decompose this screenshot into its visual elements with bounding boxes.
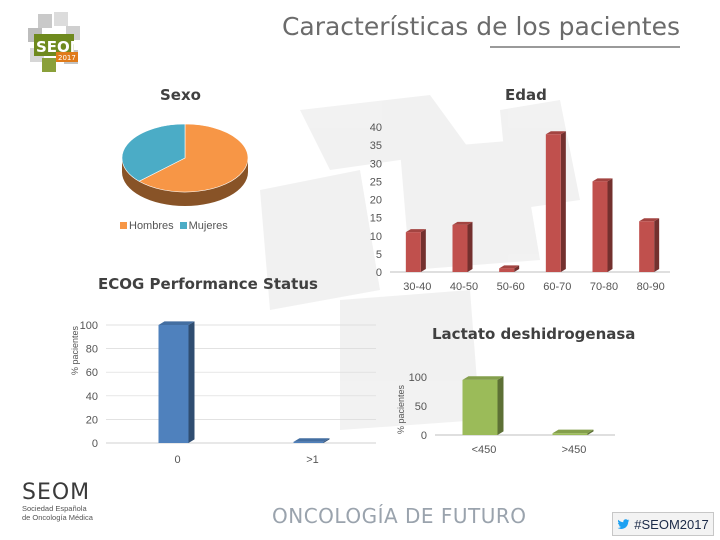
bar-side xyxy=(420,229,426,272)
title-underline xyxy=(490,46,680,48)
bar-0 xyxy=(158,325,189,443)
bar-40-50 xyxy=(452,224,468,272)
y-tick-label: 0 xyxy=(92,438,98,450)
chart-title-sexo: Sexo xyxy=(160,86,201,104)
seom-footer-subtitle-line2: de Oncología Médica xyxy=(22,513,93,522)
y-tick-label: 100 xyxy=(409,372,427,384)
footer-tagline: ONCOLOGÍA DE FUTURO xyxy=(272,504,527,528)
x-tick-label: >450 xyxy=(562,444,587,456)
bar-60-70 xyxy=(545,134,561,272)
legend-item-mujeres: Mujeres xyxy=(179,220,228,232)
bar-chart-ecog: 0 20 40 60 80 100 0 >1 xyxy=(80,320,376,465)
bar-top xyxy=(293,438,330,442)
y-tick-label: 35 xyxy=(370,140,382,152)
x-tick-label: >1 xyxy=(306,454,319,465)
bar->1 xyxy=(293,441,324,443)
bar-top xyxy=(499,265,520,269)
bar-side xyxy=(514,265,520,272)
bar-top xyxy=(639,218,660,222)
y-tick-label: 40 xyxy=(86,391,98,403)
bar-side xyxy=(607,178,613,272)
y-tick-label: 60 xyxy=(86,367,98,379)
pie-chart-sexo xyxy=(121,123,249,206)
x-tick-label: 30-40 xyxy=(403,281,431,293)
x-tick-label: 0 xyxy=(174,454,180,465)
x-tick-label: 60-70 xyxy=(543,281,571,293)
y-tick-label: 5 xyxy=(376,249,382,261)
y-tick-label: 0 xyxy=(421,430,427,442)
y-tick-label: 100 xyxy=(80,320,98,332)
bar-30-40 xyxy=(405,232,421,272)
bar-50-60 xyxy=(499,268,515,272)
y-tick-label: 80 xyxy=(86,344,98,356)
y-tick-label: 50 xyxy=(415,401,427,413)
page-title: Características de los pacientes xyxy=(281,12,680,41)
chart-title-edad: Edad xyxy=(505,86,547,104)
bar-side xyxy=(587,429,594,435)
y-tick-label: 25 xyxy=(370,176,382,188)
legend-swatch-mujeres xyxy=(179,222,187,229)
seom-footer-subtitle-line1: Sociedad Española xyxy=(22,504,87,513)
hashtag-text: #SEOM2017 xyxy=(634,516,709,532)
seom-footer-logo: SEOM xyxy=(22,480,91,505)
bar-side xyxy=(497,376,504,435)
bar-side xyxy=(654,218,660,272)
seom-footer-subtitle: Sociedad Española de Oncología Médica xyxy=(22,504,122,522)
bar-top xyxy=(405,229,426,233)
hashtag-badge: #SEOM2017 xyxy=(612,512,714,536)
bar-top xyxy=(552,429,594,434)
bar-top xyxy=(158,321,195,325)
x-tick-label: 70-80 xyxy=(590,281,618,293)
pie-legend: Hombres Mujeres xyxy=(120,220,228,232)
svg-text:2017: 2017 xyxy=(58,54,76,62)
y-tick-label: 20 xyxy=(86,414,98,426)
chart-title-ldh: Lactato deshidrogenasa xyxy=(432,325,636,343)
pie-slice-side xyxy=(122,158,248,206)
legend-swatch-hombres xyxy=(120,222,127,229)
y-tick-label: 10 xyxy=(370,231,382,243)
legend-label-hombres: Hombres xyxy=(129,220,174,232)
pie-slice-mujeres xyxy=(121,123,186,182)
bar-top xyxy=(452,221,473,225)
bar-chart-edad: 0 5 10 15 20 25 30 35 40 30-40 40-50 50-60 60-70 70-8… xyxy=(370,122,670,293)
y-tick-label: 40 xyxy=(370,122,382,134)
bar->450 xyxy=(552,433,588,435)
seom-2017-logo: SEOM 2017 xyxy=(28,12,85,72)
x-tick-label: 40-50 xyxy=(450,281,478,293)
bar-side xyxy=(560,131,566,272)
x-tick-label: 80-90 xyxy=(637,281,665,293)
svg-text:SEOM: SEOM xyxy=(36,38,85,56)
bar-top xyxy=(592,178,613,182)
bar-top xyxy=(545,131,566,135)
y-tick-label: 30 xyxy=(370,158,382,170)
bar-side xyxy=(323,438,330,443)
bar-chart-ldh: 0 50 100 <450 >450 xyxy=(409,372,615,456)
bar-side xyxy=(188,321,195,443)
chart-title-ecog: ECOG Performance Status xyxy=(98,275,318,293)
legend-item-hombres: Hombres xyxy=(120,220,174,232)
twitter-bird-icon xyxy=(617,518,630,529)
x-tick-label: 50-60 xyxy=(497,281,525,293)
y-tick-label: 20 xyxy=(370,195,382,207)
bar-<450 xyxy=(462,379,498,435)
bar-side xyxy=(467,221,473,272)
bar-80-90 xyxy=(639,221,655,272)
legend-label-mujeres: Mujeres xyxy=(188,220,228,232)
bar-70-80 xyxy=(592,181,608,272)
y-tick-label: 15 xyxy=(370,213,382,225)
pie-slice-hombres xyxy=(138,123,249,193)
bar-top xyxy=(462,376,504,380)
y-tick-label: 0 xyxy=(376,267,382,279)
x-tick-label: <450 xyxy=(472,444,497,456)
